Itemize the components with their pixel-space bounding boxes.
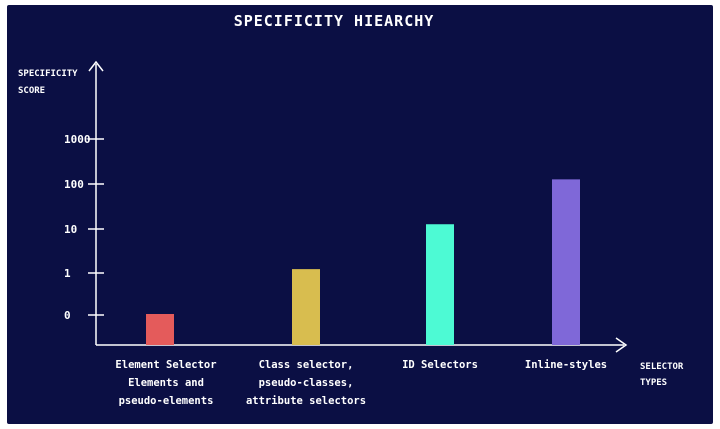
bar — [426, 224, 454, 345]
bar — [552, 179, 580, 345]
y-ticks: 0 1 10 100 1000 — [64, 133, 104, 322]
category-label-line: Element Selector — [115, 359, 216, 371]
y-axis-title: SPECIFICITY SCORE — [18, 69, 83, 96]
chart-title: SPECIFICITY HIEARCHY — [234, 12, 435, 30]
axes — [88, 60, 628, 353]
y-tick-label: 1000 — [64, 133, 91, 146]
x-axis-title: SELECTOR TYPES — [640, 362, 689, 388]
category-label-line: pseudo-elements — [119, 395, 214, 407]
chart-background — [7, 5, 713, 424]
y-tick-label: 100 — [64, 178, 84, 191]
category-label-line: ID Selectors — [402, 359, 478, 371]
x-axis-title-line: TYPES — [640, 378, 667, 388]
x-axis-title-line: SELECTOR — [640, 362, 684, 372]
category-label-line: Elements and — [128, 377, 204, 389]
bars — [146, 179, 580, 345]
category-label: Class selector, pseudo-classes, attribute … — [246, 359, 366, 407]
category-label: Inline-styles — [525, 359, 607, 371]
category-label-line: Inline-styles — [525, 359, 607, 371]
y-axis-arrow — [88, 60, 104, 72]
category-label: ID Selectors — [402, 359, 478, 371]
x-axis-arrow — [615, 337, 628, 353]
category-label-line: Class selector, — [259, 359, 354, 371]
y-tick-label: 10 — [64, 223, 77, 236]
y-axis-title-line: SPECIFICITY — [18, 69, 78, 79]
bar — [146, 314, 174, 345]
category-label-line: attribute selectors — [246, 395, 366, 407]
category-labels: Element Selector Elements and pseudo-eleme… — [115, 359, 607, 407]
y-tick-label: 0 — [64, 309, 71, 322]
bar — [292, 269, 320, 345]
category-label: Element Selector Elements and pseudo-eleme… — [115, 359, 216, 407]
category-label-line: pseudo-classes, — [259, 377, 354, 389]
y-tick-label: 1 — [64, 267, 71, 280]
y-axis-title-line: SCORE — [18, 86, 45, 96]
